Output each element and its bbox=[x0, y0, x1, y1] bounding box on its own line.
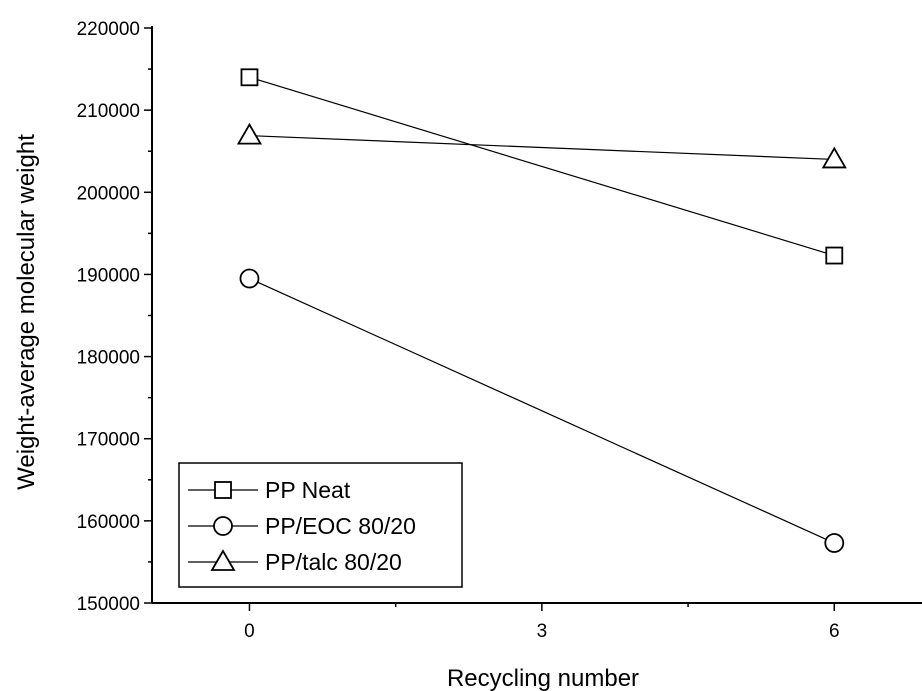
x-tick-label: 0 bbox=[244, 621, 255, 642]
series-line-pp-talc-80-20 bbox=[249, 135, 835, 161]
series bbox=[236, 68, 847, 553]
series-pp-neat bbox=[240, 68, 844, 265]
x-axis-ticks: 0 3 6 bbox=[244, 603, 840, 642]
y-tick-label: 170000 bbox=[77, 430, 140, 451]
circle-marker bbox=[824, 533, 845, 553]
x-axis-title: Recycling number bbox=[447, 665, 639, 691]
circle-marker bbox=[239, 268, 260, 289]
y-axis-ticks: 150000 160000 170000 180000 190000 200000 2100… bbox=[77, 19, 152, 615]
y-tick-label: 210000 bbox=[77, 101, 140, 122]
series-line-pp-neat bbox=[249, 76, 835, 257]
legend-entry: PP/EOC 80/20 bbox=[188, 513, 416, 539]
x-tick-label: 6 bbox=[829, 621, 840, 642]
triangle-marker bbox=[821, 146, 847, 169]
y-tick-label: 160000 bbox=[77, 512, 140, 533]
series-pp-eoc-80-20 bbox=[239, 268, 845, 553]
legend-entry: PP Neat bbox=[188, 477, 351, 503]
legend-triangle-marker bbox=[210, 549, 236, 571]
legend-label: PP Neat bbox=[265, 477, 351, 503]
legend-entry: PP/talc 80/20 bbox=[188, 549, 402, 575]
legend-label: PP/EOC 80/20 bbox=[265, 513, 416, 539]
legend-label: PP/talc 80/20 bbox=[265, 549, 402, 575]
legend-square-marker bbox=[214, 481, 232, 499]
legend: PP Neat PP/EOC 80/20 PP/talc 80/20 bbox=[178, 462, 463, 588]
y-tick-label: 200000 bbox=[77, 183, 140, 204]
x-tick-label: 3 bbox=[537, 621, 548, 642]
legend-circle-marker bbox=[213, 516, 233, 536]
square-marker bbox=[240, 68, 259, 87]
series-line-pp-eoc-80-20 bbox=[249, 277, 835, 544]
axes bbox=[151, 26, 922, 604]
series-pp-talc-80-20 bbox=[236, 122, 847, 169]
triangle-marker bbox=[236, 122, 263, 145]
square-marker bbox=[825, 246, 844, 265]
y-tick-label: 150000 bbox=[77, 594, 140, 615]
y-tick-label: 190000 bbox=[77, 265, 140, 286]
y-axis-title: Weight-average molecular weight bbox=[13, 134, 40, 490]
y-tick-label: 220000 bbox=[77, 19, 140, 40]
y-tick-label: 180000 bbox=[77, 348, 140, 369]
